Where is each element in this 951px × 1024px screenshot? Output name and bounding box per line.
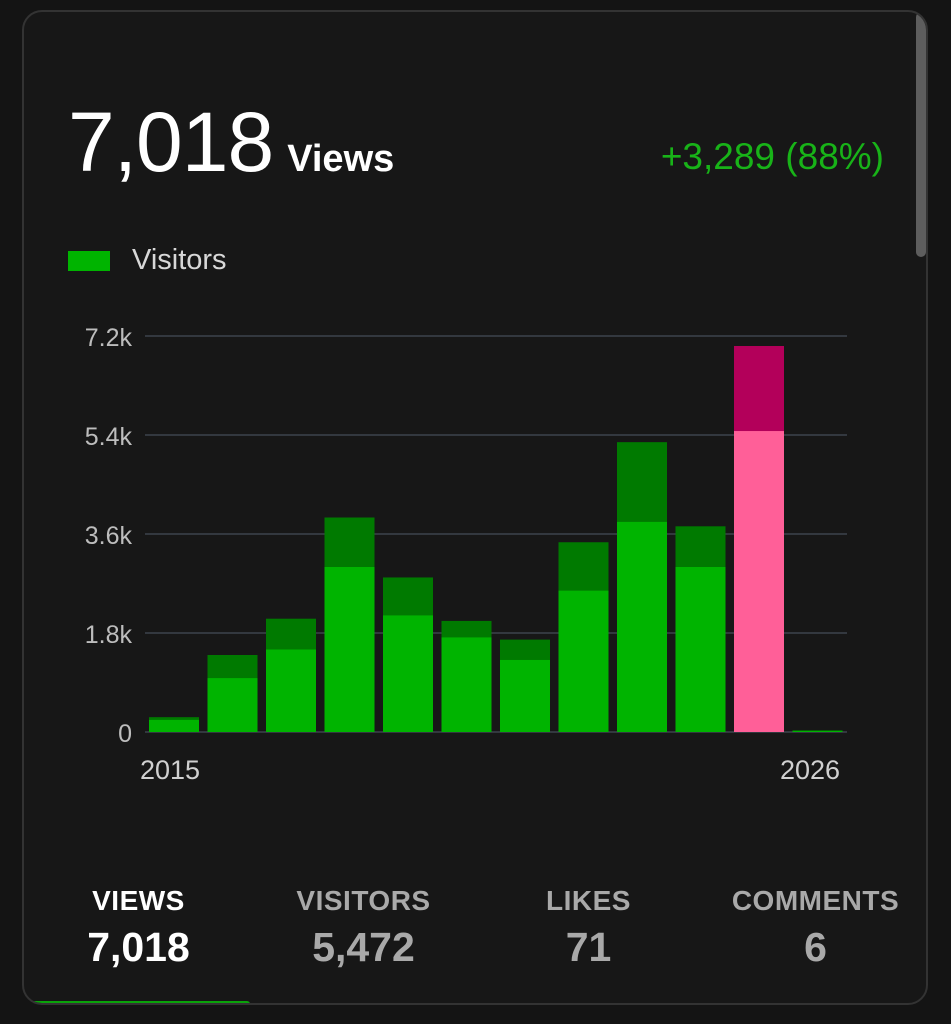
bar-visitors-2015 <box>149 719 199 732</box>
y-tick-label-0: 0 <box>118 720 132 748</box>
bar-visitors-2022 <box>558 590 609 732</box>
bar-visitors-2018 <box>324 567 375 732</box>
tab-views[interactable]: VIEWS 7,018 <box>26 882 251 1003</box>
tab-comments[interactable]: COMMENTS 6 <box>703 882 926 1003</box>
tab-visitors-value: 5,472 <box>312 924 415 970</box>
y-tick-label-4: 7.2k <box>85 324 133 352</box>
total-views-value: 7,018 <box>68 95 274 189</box>
tab-views-label: VIEWS <box>92 885 185 916</box>
bar-visitors-2023 <box>617 521 667 732</box>
stats-card: 7,018 Views +3,289 (88%) Visitors 0 1.8k 3.… <box>22 10 928 1005</box>
tab-likes-label: LIKES <box>546 885 631 916</box>
chart-legend: Visitors <box>68 244 227 277</box>
scrollbar[interactable] <box>916 12 926 257</box>
tab-comments-label: COMMENTS <box>731 885 900 916</box>
total-views-unit: Views <box>287 138 395 180</box>
tab-likes[interactable]: LIKES 71 <box>476 882 701 1003</box>
y-tick-label-3: 5.4k <box>85 423 133 451</box>
bar-visitors-2020 <box>441 637 492 732</box>
legend-swatch-visitors <box>68 250 110 271</box>
tab-visitors-label: VISITORS <box>296 885 431 916</box>
tab-comments-value: 6 <box>804 924 827 970</box>
bar-visitors-2025 <box>734 431 784 732</box>
bar-visitors-2021 <box>500 659 550 732</box>
bar-visitors-2017 <box>266 649 316 732</box>
tab-views-value: 7,018 <box>87 924 190 970</box>
views-change-badge: +3,289 (88%) <box>660 136 884 177</box>
bar-visitors-2016 <box>207 678 258 732</box>
views-bar-chart: 0 1.8k 3.6k 5.4k 7.2k 2015 2026 <box>85 324 847 785</box>
x-tick-label-first: 2015 <box>140 755 200 785</box>
metric-tabs: VIEWS 7,018 VISITORS 5,472 LIKES 71 COMM… <box>24 882 926 1003</box>
bar-visitors-2026 <box>792 730 843 732</box>
headline: 7,018 Views <box>68 94 394 191</box>
bar-visitors-2024 <box>675 567 726 732</box>
x-tick-label-last: 2026 <box>780 755 840 785</box>
tab-likes-value: 71 <box>565 924 612 970</box>
y-tick-label-1: 1.8k <box>85 621 133 649</box>
legend-label-visitors: Visitors <box>132 244 227 276</box>
active-tab-indicator <box>26 1001 250 1003</box>
y-tick-label-2: 3.6k <box>85 522 133 550</box>
tab-visitors[interactable]: VISITORS 5,472 <box>251 882 476 1003</box>
bar-visitors-2019 <box>383 615 433 732</box>
